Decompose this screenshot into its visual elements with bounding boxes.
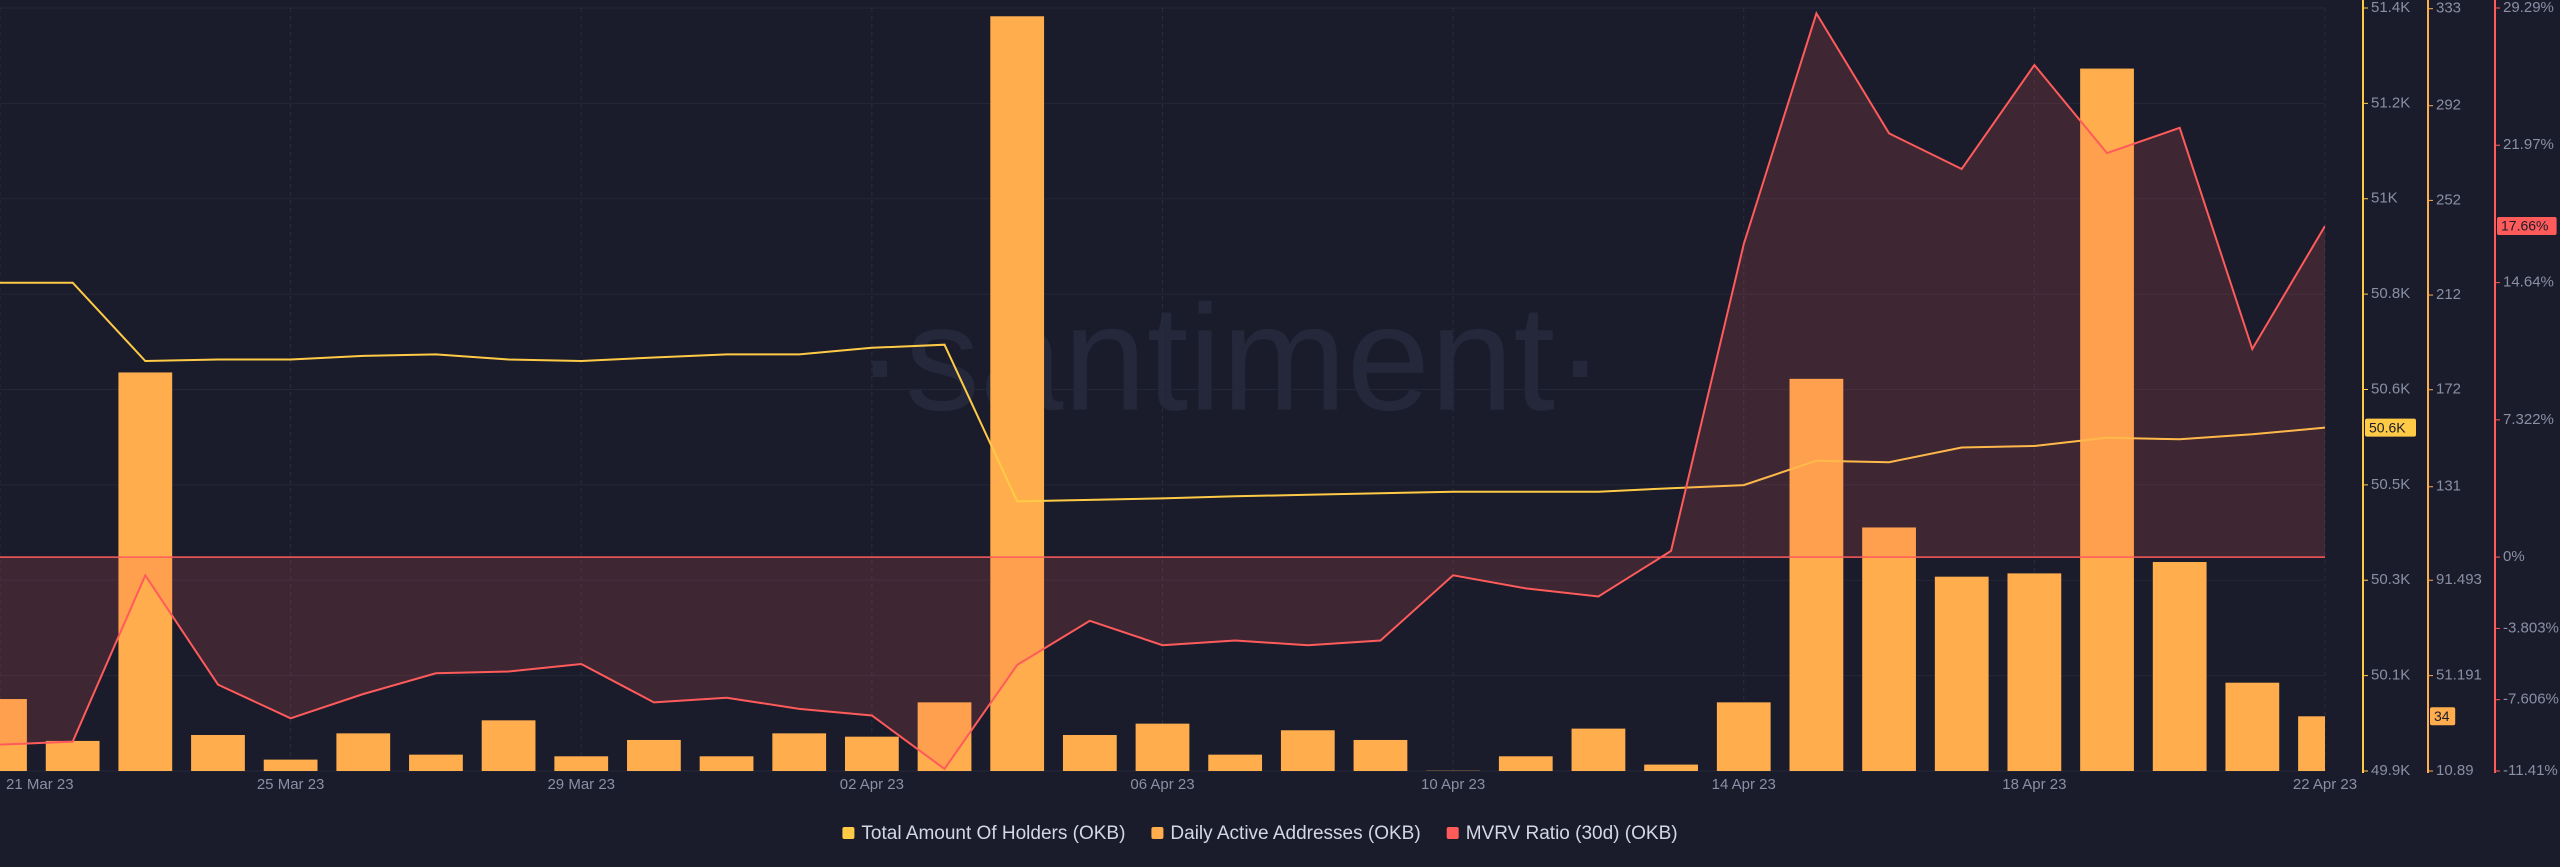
bar	[2080, 68, 2134, 771]
y-tick-label: 91.493	[2436, 571, 2482, 588]
y-tick-label: 50.8K	[2371, 285, 2410, 302]
y-tick-label: 131	[2436, 478, 2461, 495]
bar	[118, 372, 173, 771]
y-tick-label: 212	[2436, 286, 2461, 303]
legend-swatch	[1446, 827, 1459, 839]
y-tick-label: 10.89	[2436, 762, 2474, 779]
current-value: 34	[2430, 707, 2456, 726]
y-tick-label: -7.606%	[2503, 691, 2559, 708]
bar	[917, 702, 972, 771]
legend-label: MVRV Ratio (30d) (OKB)	[1466, 823, 1678, 844]
bar	[1208, 754, 1263, 771]
y-tick-label: 292	[2436, 97, 2461, 114]
bar	[990, 16, 1045, 771]
current-value: 17.66%	[2497, 217, 2557, 236]
y-tick-label: 29.29%	[2503, 0, 2554, 16]
y-tick-label: 0%	[2503, 548, 2525, 565]
bar	[1862, 527, 1916, 771]
bar	[1789, 378, 1844, 771]
bar	[1353, 739, 1408, 771]
current-value-label: 34	[2434, 708, 2450, 724]
legend: Total Amount Of Holders (OKB) Daily Activ…	[842, 823, 1678, 844]
y-tick-label: -3.803%	[2503, 619, 2559, 636]
bar	[627, 739, 681, 771]
y-tick-label: 50.3K	[2371, 571, 2410, 588]
y-tick-label: 172	[2436, 381, 2461, 398]
bar	[0, 699, 27, 771]
bar	[1135, 723, 1190, 771]
y-tick-label: 50.6K	[2371, 380, 2410, 397]
plot	[0, 10, 2325, 771]
y-tick-label: 333	[2436, 0, 2461, 17]
legend-label: Daily Active Addresses (OKB)	[1170, 823, 1420, 844]
current-value: 50.6K	[2365, 418, 2416, 437]
bar	[336, 733, 391, 771]
bar	[2298, 716, 2325, 771]
x-tick-label: 06 Apr 23	[1130, 776, 1194, 793]
y-tick-label: 50.5K	[2371, 476, 2410, 493]
y-tick-label: 252	[2436, 191, 2461, 208]
bar	[263, 759, 318, 771]
x-tick-label: 22 Apr 23	[2293, 776, 2357, 793]
current-value-box	[2365, 418, 2416, 437]
bar	[2152, 562, 2207, 771]
bar	[2225, 682, 2280, 771]
bar	[1644, 764, 1698, 771]
y-tick-label: 7.322%	[2503, 411, 2554, 428]
current-value-box	[2430, 707, 2456, 726]
bar	[481, 720, 536, 771]
legend-swatch	[842, 827, 855, 839]
y-tick-label: 51K	[2371, 190, 2398, 207]
line	[0, 281, 2325, 503]
bar	[191, 735, 245, 771]
bar	[1571, 728, 1626, 771]
bar	[45, 740, 100, 771]
x-tick-label: 14 Apr 23	[1712, 776, 1776, 793]
area	[0, 13, 2325, 769]
y-tick-label: 51.2K	[2371, 94, 2410, 111]
bar	[1934, 576, 1989, 771]
x-tick-label: 29 Mar 23	[547, 776, 615, 793]
x-tick-label: 25 Mar 23	[257, 776, 325, 793]
y-tick-label: 51.4K	[2371, 0, 2410, 16]
bar	[1280, 730, 1335, 771]
x-tick-label: 10 Apr 23	[1421, 776, 1485, 793]
bar	[554, 756, 609, 771]
current-value-label: 17.66%	[2501, 218, 2548, 234]
watermark: ·santiment·	[855, 274, 1605, 442]
bar	[1716, 702, 1771, 771]
y-tick-label: 14.64%	[2503, 274, 2554, 291]
y-tick-label: 21.97%	[2503, 136, 2554, 153]
y-tick-label: -11.41%	[2503, 762, 2558, 779]
y-tick-label: 50.1K	[2371, 667, 2410, 684]
line	[0, 10, 2325, 771]
bar	[1062, 735, 1117, 771]
bar	[844, 736, 899, 771]
legend-label: Total Amount Of Holders (OKB)	[861, 823, 1125, 844]
bar	[409, 754, 463, 771]
bar	[772, 733, 827, 771]
y-tick-label: 49.9K	[2371, 762, 2410, 779]
bar	[2007, 573, 2062, 771]
x-tick-label: 21 Mar 23	[6, 776, 74, 793]
x-tick-label: 18 Apr 23	[2002, 776, 2066, 793]
current-value-box	[2497, 217, 2557, 236]
bar	[1498, 756, 1553, 771]
bar	[699, 756, 754, 771]
legend-swatch	[1151, 827, 1164, 839]
current-value-label: 50.6K	[2369, 419, 2406, 435]
y-tick-label: 51.191	[2436, 667, 2482, 684]
x-tick-label: 02 Apr 23	[840, 776, 904, 793]
